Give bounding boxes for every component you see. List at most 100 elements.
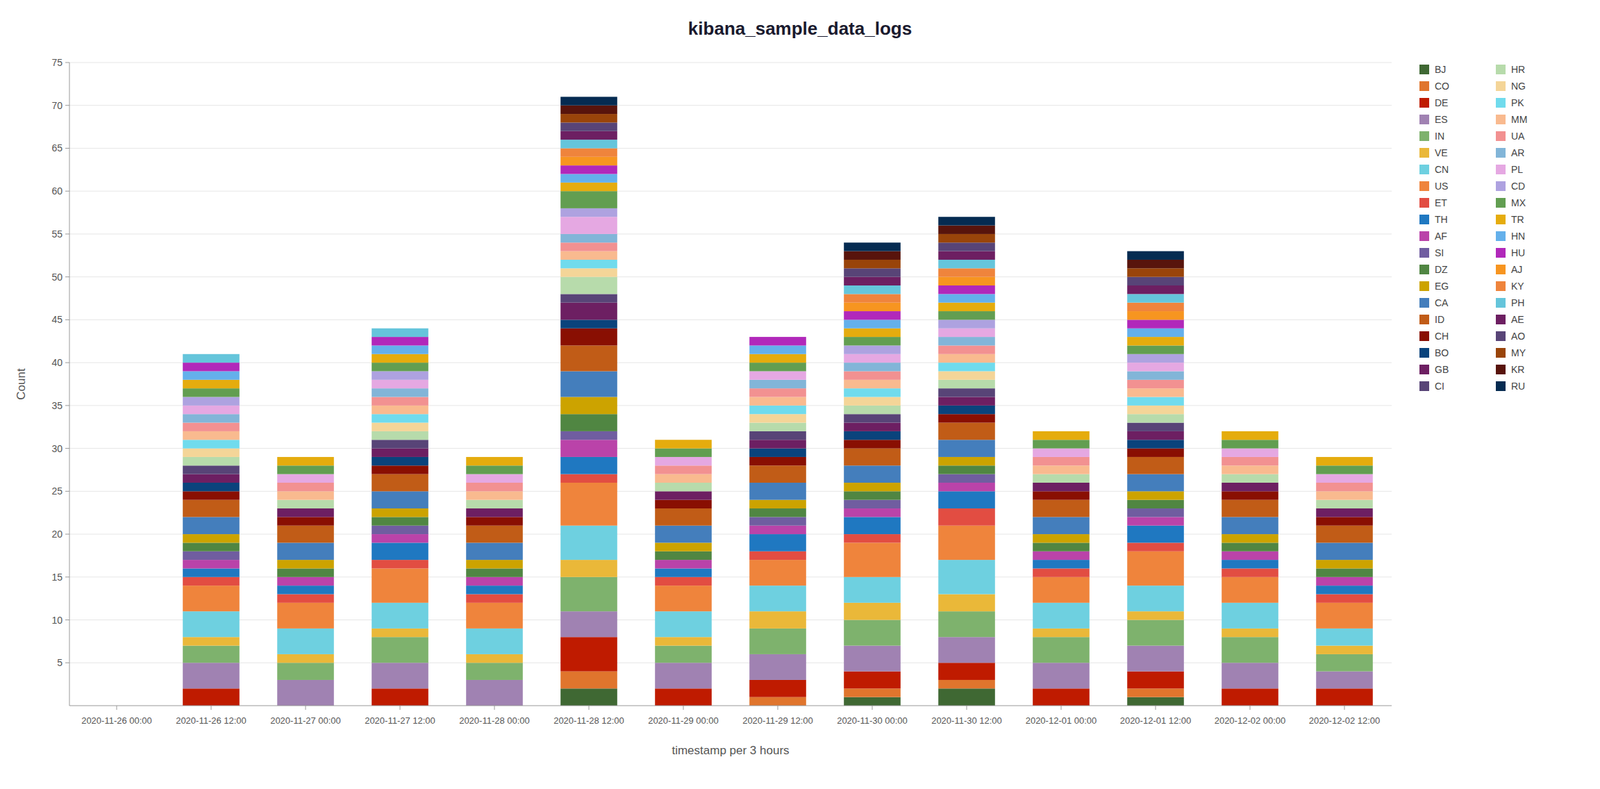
y-tick bbox=[65, 662, 70, 664]
bar-segment bbox=[1315, 456, 1373, 457]
bar-segment bbox=[749, 388, 807, 397]
bar-segment bbox=[843, 542, 901, 577]
bar-segment bbox=[182, 585, 240, 612]
bar-segment bbox=[1315, 559, 1373, 569]
bar-segment bbox=[749, 559, 807, 586]
bar-segment bbox=[749, 448, 807, 457]
bar-segment bbox=[1032, 636, 1090, 663]
bar-segment bbox=[1315, 500, 1373, 509]
bar-segment bbox=[749, 525, 807, 535]
legend-label: MX bbox=[1511, 197, 1527, 209]
series bbox=[182, 611, 1373, 706]
bar-segment bbox=[465, 456, 523, 457]
legend-swatch bbox=[1495, 314, 1506, 325]
grid-line bbox=[69, 576, 1392, 578]
bar-segment bbox=[277, 654, 335, 663]
bar-segment bbox=[465, 456, 523, 457]
x-tick bbox=[872, 705, 873, 710]
bar-segment bbox=[560, 190, 618, 209]
bar-segment bbox=[1127, 688, 1185, 697]
bar-segment bbox=[560, 671, 618, 689]
bar-segment bbox=[938, 336, 996, 346]
bar-segment bbox=[843, 500, 901, 509]
bar-segment bbox=[1221, 456, 1279, 466]
legend-label: HN bbox=[1511, 230, 1525, 242]
bar-segment bbox=[371, 628, 429, 637]
legend-label: US bbox=[1434, 180, 1448, 192]
bar-segment bbox=[182, 516, 240, 535]
bar-segment bbox=[277, 456, 335, 457]
bar-segment bbox=[654, 636, 712, 646]
grid-line bbox=[69, 619, 1392, 621]
series bbox=[182, 328, 1373, 526]
bar-segment bbox=[843, 482, 901, 491]
series bbox=[182, 251, 1373, 500]
legend-label: DE bbox=[1434, 97, 1448, 109]
grid-line bbox=[69, 190, 1392, 192]
bar-segment bbox=[654, 482, 712, 491]
bar-segment bbox=[1221, 636, 1279, 663]
bar-segment bbox=[277, 456, 335, 466]
y-tick bbox=[65, 619, 70, 621]
bar-segment bbox=[654, 688, 712, 706]
grid-line bbox=[69, 534, 1392, 535]
series bbox=[560, 122, 1185, 286]
legend-swatch bbox=[1419, 164, 1430, 175]
bar-segment bbox=[938, 302, 996, 312]
x-tick-label: 2020-11-26 12:00 bbox=[175, 715, 247, 726]
x-tick bbox=[305, 705, 307, 710]
bar-segment bbox=[371, 405, 429, 414]
bar-segment bbox=[938, 405, 996, 414]
bar-segment bbox=[1032, 500, 1090, 518]
bar-segment bbox=[843, 311, 901, 320]
series bbox=[182, 525, 1373, 655]
x-tick-label: 2020-11-27 00:00 bbox=[270, 715, 341, 726]
y-tick-label: 40 bbox=[51, 356, 63, 369]
bar-segment bbox=[654, 474, 712, 483]
y-tick-label: 35 bbox=[51, 400, 63, 412]
y-tick-label: 55 bbox=[51, 228, 63, 240]
legend-label: MM bbox=[1511, 113, 1528, 125]
bar-segment bbox=[560, 251, 618, 260]
bar-segment bbox=[938, 688, 996, 706]
bar-segment bbox=[843, 534, 901, 543]
bar-segment bbox=[749, 516, 807, 525]
bar-segment bbox=[1127, 585, 1185, 612]
bar-segment bbox=[1315, 456, 1373, 457]
bar-segment bbox=[371, 327, 429, 329]
bar-segment bbox=[1315, 508, 1373, 517]
bar-segment bbox=[654, 559, 712, 569]
legend-label: CH bbox=[1434, 330, 1449, 342]
bar-segment bbox=[938, 293, 996, 303]
bar-segment bbox=[371, 542, 429, 560]
series bbox=[182, 242, 1373, 491]
bar-segment bbox=[560, 96, 618, 105]
bar-segment bbox=[1221, 490, 1279, 500]
series bbox=[182, 413, 1373, 578]
x-tick bbox=[1344, 705, 1346, 710]
x-tick-label: 2020-11-26 00:00 bbox=[81, 715, 153, 726]
legend-swatch bbox=[1495, 364, 1506, 375]
bar-segment bbox=[938, 525, 996, 560]
bar-segment bbox=[938, 611, 996, 637]
bar-segment bbox=[749, 534, 807, 552]
bar-segment bbox=[560, 268, 618, 277]
bar-segment bbox=[1315, 456, 1373, 466]
bar-segment bbox=[371, 456, 429, 466]
legend-label: GB bbox=[1434, 363, 1449, 375]
legend-label: BJ bbox=[1434, 63, 1446, 75]
bar-segment bbox=[371, 474, 429, 492]
bar-segment bbox=[1221, 516, 1279, 535]
grid-line bbox=[69, 62, 1392, 64]
legend-swatch bbox=[1419, 347, 1430, 358]
bar-segment bbox=[560, 234, 618, 243]
bar-segment bbox=[654, 508, 712, 526]
legend-label: AJ bbox=[1511, 263, 1523, 275]
bar-segment bbox=[465, 628, 523, 655]
legend-swatch bbox=[1419, 264, 1430, 275]
legend-label: KY bbox=[1511, 280, 1525, 292]
bar-segment bbox=[1032, 474, 1090, 483]
legend-label: AO bbox=[1511, 330, 1525, 342]
y-tick-label: 65 bbox=[51, 142, 63, 154]
series bbox=[182, 345, 1373, 543]
